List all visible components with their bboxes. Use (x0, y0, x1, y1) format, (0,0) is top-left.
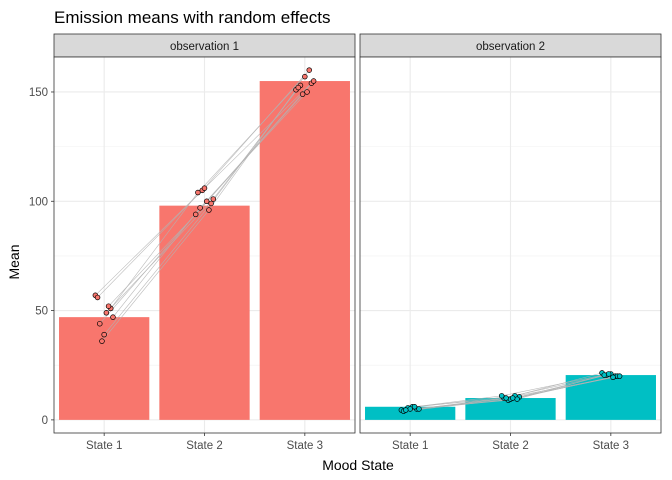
subject-point (299, 91, 306, 97)
x-tick-label: State 2 (186, 440, 222, 452)
x-tick-label: State 1 (392, 440, 428, 452)
subject-point (192, 211, 199, 218)
subject-point (514, 396, 520, 402)
subject-point (110, 314, 116, 320)
y-tick-label: 50 (35, 306, 48, 318)
subject-point (616, 373, 623, 379)
subject-point (302, 73, 308, 80)
x-axis-title: Mood State (322, 457, 394, 473)
subject-point (208, 200, 214, 207)
x-tick-label: State 3 (593, 440, 629, 452)
subject-point (97, 320, 103, 327)
subject-point (206, 207, 212, 213)
panel-strip-label: observation 2 (476, 41, 545, 53)
y-tick-label: 150 (29, 87, 48, 99)
subject-point (411, 404, 418, 410)
subject-point (601, 372, 607, 378)
subject-point (416, 406, 422, 412)
y-tick-label: 100 (29, 196, 48, 208)
subject-point (197, 205, 203, 211)
x-tick-label: State 1 (86, 440, 122, 452)
y-tick-label: 0 (42, 415, 48, 427)
chart-title: Emission means with random effects (54, 8, 331, 27)
subject-point (306, 67, 312, 73)
subject-point (94, 294, 101, 301)
subject-point (195, 189, 201, 196)
bar-state-3 (565, 375, 656, 420)
x-tick-label: State 2 (492, 440, 528, 452)
panel-2: observation 2 State 1 State 2 State 3 (359, 33, 662, 452)
subject-point (503, 395, 509, 401)
subject-point (99, 338, 105, 344)
subject-point (610, 374, 616, 381)
subject-point (105, 303, 112, 309)
subject-point (203, 198, 210, 205)
subject-point (295, 84, 301, 91)
bar-state-2 (159, 205, 250, 420)
subject-point (605, 371, 612, 377)
subject-point (101, 331, 107, 338)
subject-point (310, 78, 317, 84)
subject-point (201, 185, 208, 191)
panel-strip-label: observation 1 (170, 41, 239, 53)
bar-state-2 (465, 398, 556, 420)
subject-point (210, 196, 217, 202)
bar-state-1 (365, 406, 456, 420)
subject-point (403, 407, 409, 413)
subject-point (498, 393, 505, 399)
subject-point (304, 89, 310, 95)
y-axis-title: Mean (6, 244, 22, 279)
panel-1: observation 1 State 1 State 2 State 3 (53, 33, 356, 452)
subject-point (407, 406, 413, 412)
bar-state-3 (259, 81, 350, 420)
x-tick-label: State 3 (287, 440, 323, 452)
subject-point (509, 395, 516, 401)
subject-point (103, 310, 110, 316)
